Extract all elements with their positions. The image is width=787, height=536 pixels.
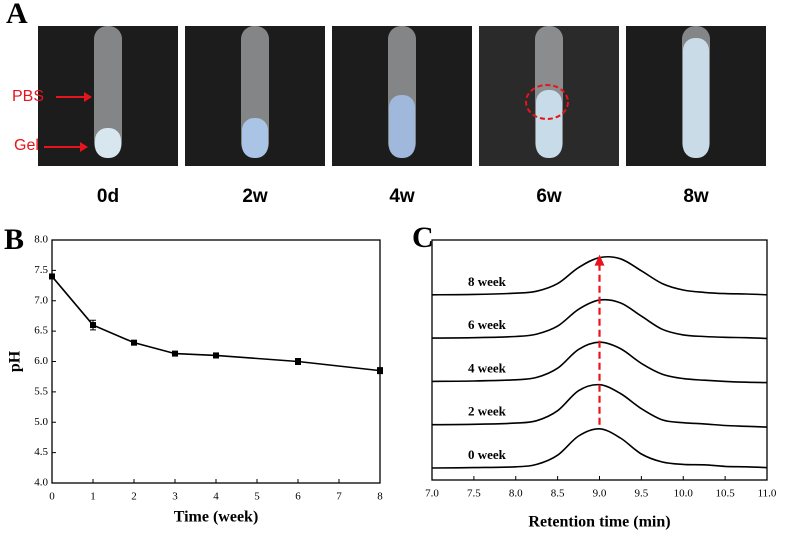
series-label: 4 week bbox=[468, 360, 507, 375]
gel bbox=[389, 95, 415, 158]
x-tick-label: 7.5 bbox=[467, 488, 481, 500]
x-tick-label: 8.0 bbox=[509, 488, 523, 500]
x-tick-label: 8.5 bbox=[551, 488, 565, 500]
panel-label: C bbox=[412, 221, 434, 254]
x-tick-label: 7 bbox=[336, 491, 342, 503]
photo-label: 8w bbox=[683, 186, 709, 207]
photo-label: 4w bbox=[389, 186, 415, 207]
x-tick-label: 4 bbox=[213, 491, 219, 503]
y-tick-label: 7.5 bbox=[34, 264, 48, 276]
photo-label: 2w bbox=[242, 186, 268, 207]
x-tick-label: 9.5 bbox=[635, 488, 649, 500]
shift-arrow-head bbox=[594, 254, 605, 266]
trace bbox=[431, 255, 768, 296]
panel-label: A bbox=[6, 0, 28, 30]
x-tick-label: 0 bbox=[49, 491, 55, 503]
x-tick-label: 1 bbox=[90, 491, 96, 503]
annotation: Gel bbox=[14, 137, 39, 154]
marker bbox=[90, 322, 96, 329]
gel bbox=[95, 128, 121, 158]
y-tick-label: 8.0 bbox=[34, 234, 48, 246]
series-label: 0 week bbox=[468, 447, 507, 462]
y-tick-label: 7.0 bbox=[34, 294, 48, 306]
tube bbox=[94, 26, 122, 156]
gel bbox=[683, 38, 709, 158]
y-axis-label: pH bbox=[7, 350, 24, 372]
x-tick-label: 7.0 bbox=[425, 488, 439, 500]
trace bbox=[431, 427, 768, 469]
x-tick-label: 9.0 bbox=[593, 488, 607, 500]
y-tick-label: 4.5 bbox=[34, 446, 48, 458]
x-tick-label: 3 bbox=[172, 491, 178, 503]
photo-label: 6w bbox=[536, 186, 562, 207]
x-tick-label: 10.5 bbox=[716, 488, 736, 500]
marker bbox=[49, 273, 55, 280]
series-label: 8 week bbox=[468, 274, 507, 289]
trace bbox=[431, 383, 768, 428]
marker bbox=[295, 358, 301, 365]
annotation-arrow-head bbox=[80, 142, 88, 152]
panel-label: B bbox=[4, 223, 24, 256]
x-tick-label: 6 bbox=[295, 491, 301, 503]
series-label: 2 week bbox=[468, 404, 507, 419]
x-tick-label: 11.0 bbox=[758, 488, 777, 500]
trace bbox=[431, 341, 768, 384]
annotation-arrow-head bbox=[84, 92, 92, 102]
x-tick-label: 10.0 bbox=[674, 488, 694, 500]
marker bbox=[131, 339, 137, 346]
gel bbox=[242, 118, 268, 158]
annotation: PBS bbox=[12, 88, 44, 105]
y-tick-label: 6.0 bbox=[34, 355, 48, 367]
series-label: 6 week bbox=[468, 317, 507, 332]
x-axis-label: Time (week) bbox=[174, 509, 259, 526]
x-tick-label: 2 bbox=[131, 491, 137, 503]
y-tick-label: 6.5 bbox=[34, 325, 48, 337]
gel bbox=[536, 90, 562, 158]
x-tick-label: 8 bbox=[377, 491, 383, 503]
x-tick-label: 5 bbox=[254, 491, 260, 503]
marker bbox=[213, 352, 219, 359]
photo-label: 0d bbox=[97, 186, 119, 207]
plot-frame bbox=[51, 239, 381, 484]
marker bbox=[377, 367, 383, 374]
y-tick-label: 4.0 bbox=[34, 477, 48, 489]
y-tick-label: 5.5 bbox=[34, 385, 48, 397]
highlight-circle bbox=[525, 84, 569, 120]
trace bbox=[431, 298, 768, 340]
x-axis-label: Retention time (min) bbox=[528, 514, 670, 531]
photo-row bbox=[38, 26, 766, 166]
marker bbox=[172, 350, 178, 357]
y-tick-label: 5.0 bbox=[34, 416, 48, 428]
